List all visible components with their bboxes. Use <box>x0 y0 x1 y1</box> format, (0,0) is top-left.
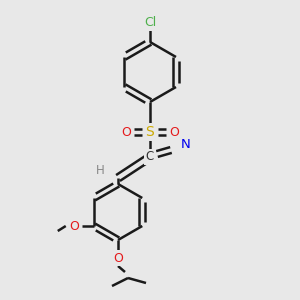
Text: N: N <box>181 137 191 151</box>
Text: Cl: Cl <box>144 16 156 29</box>
Text: S: S <box>146 125 154 139</box>
Text: O: O <box>113 251 123 265</box>
Text: O: O <box>121 125 131 139</box>
Text: H: H <box>96 164 104 176</box>
Text: C: C <box>146 151 154 164</box>
Text: O: O <box>169 125 179 139</box>
Text: O: O <box>69 220 79 232</box>
